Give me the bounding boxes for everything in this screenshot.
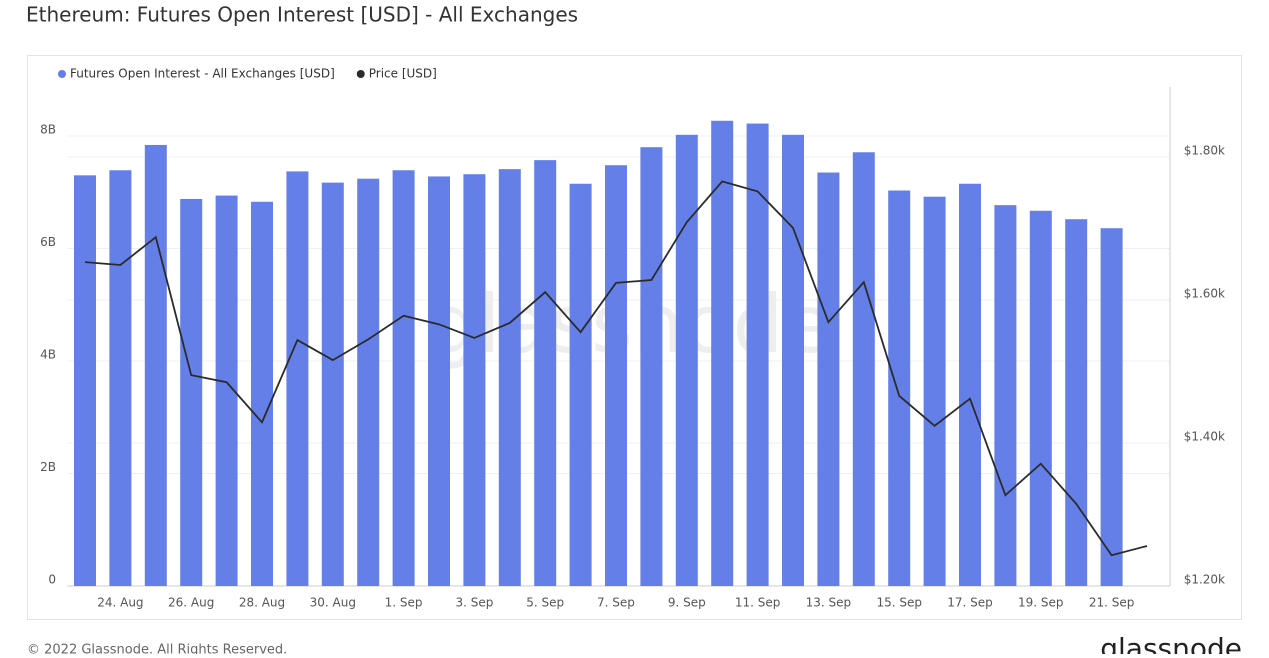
price-line: [84, 180, 1148, 557]
bar: [463, 174, 486, 586]
x-tick-label: 15. Sep: [876, 596, 922, 610]
y2-tick-label: $1.20k: [1184, 573, 1225, 587]
x-tick-label: 21. Sep: [1089, 596, 1135, 610]
x-tick-label: 19. Sep: [1018, 596, 1064, 610]
bar: [959, 183, 981, 586]
bar: [782, 134, 804, 587]
bar: [180, 198, 203, 586]
y-tick-label: 8B: [40, 122, 56, 136]
bar: [392, 170, 415, 586]
bar: [711, 120, 734, 587]
bar: [109, 170, 132, 586]
legend-label: Futures Open Interest - All Exchanges [U…: [70, 67, 335, 81]
bar: [640, 147, 663, 586]
bar: [817, 172, 840, 586]
bar: [1065, 219, 1088, 587]
footer: © 2022 Glassnode. All Rights Reserved.: [27, 643, 287, 655]
bar: [286, 171, 309, 587]
legend-swatch: [356, 70, 365, 78]
y-tick-label: 0: [48, 573, 56, 587]
bar: [569, 183, 592, 586]
bar: [428, 176, 450, 586]
x-tick-label: 9. Sep: [668, 596, 706, 610]
x-tick-label: 3. Sep: [455, 596, 493, 610]
x-tick-label: 30. Aug: [310, 596, 356, 610]
brand-logo: glassnode: [1100, 632, 1242, 654]
y-tick-label: 6B: [40, 235, 56, 249]
bar: [675, 134, 698, 587]
bar: [605, 165, 627, 586]
legend-swatch: [58, 70, 66, 78]
x-tick-label: 7. Sep: [597, 596, 635, 610]
x-tick-label: 11. Sep: [735, 596, 781, 610]
bar: [215, 195, 238, 586]
x-tick-label: 5. Sep: [526, 596, 564, 610]
x-tick-label: 17. Sep: [947, 596, 993, 610]
y-tick-label: 2B: [40, 460, 56, 474]
bar: [888, 190, 911, 586]
bar: [74, 175, 96, 587]
bar: [251, 201, 273, 586]
y-tick-label: 4B: [40, 347, 56, 361]
bar: [1029, 210, 1052, 586]
y2-tick-label: $1.60k: [1184, 287, 1225, 301]
y2-tick-label: $1.40k: [1184, 430, 1225, 444]
x-tick-label: 13. Sep: [806, 596, 852, 610]
x-tick-label: 28. Aug: [239, 596, 285, 610]
y2-tick-label: $1.80k: [1184, 144, 1225, 158]
bar: [534, 160, 557, 586]
bar: [498, 169, 521, 586]
bar: [321, 182, 344, 587]
bar: [923, 196, 946, 586]
chart-title: Ethereum: Futures Open Interest [USD] - …: [26, 3, 578, 27]
x-tick-label: 26. Aug: [168, 596, 214, 610]
legend-label: Price [USD]: [369, 67, 437, 81]
x-tick-label: 24. Aug: [97, 596, 143, 610]
bar: [357, 178, 380, 587]
bar: [994, 205, 1017, 586]
bar: [852, 152, 875, 586]
bar: [1100, 228, 1123, 586]
watermark: glassnode: [427, 278, 832, 371]
bar: [746, 123, 769, 586]
chart-frame: [27, 55, 1242, 620]
bar: [144, 144, 167, 586]
x-tick-label: 1. Sep: [385, 596, 423, 610]
